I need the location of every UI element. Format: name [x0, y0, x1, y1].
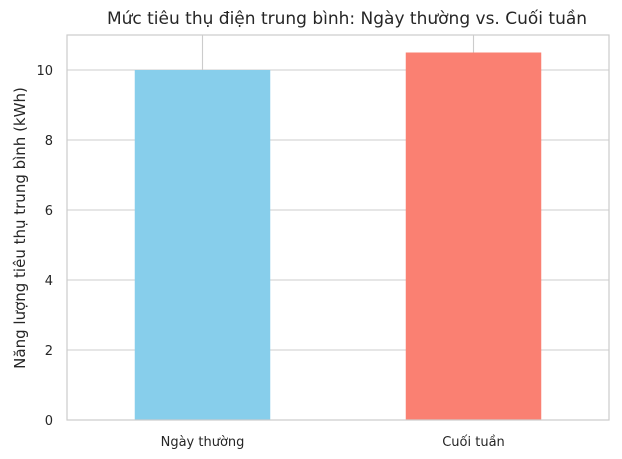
y-tick-label: 4 — [45, 274, 53, 289]
y-tick-label: 8 — [45, 134, 53, 149]
chart-title: Mức tiêu thụ điện trung bình: Ngày thườn… — [107, 8, 587, 29]
bar — [405, 52, 542, 420]
x-tick-label: Cuối tuần — [442, 435, 505, 450]
x-tick-label: Ngày thường — [161, 435, 245, 450]
x-tick-labels: Ngày thường Cuối tuần — [161, 435, 505, 450]
y-tick-label: 10 — [36, 64, 53, 79]
bar — [134, 70, 271, 420]
y-tick-label: 0 — [45, 414, 53, 429]
y-tick-labels: 0 2 4 6 8 10 — [36, 64, 53, 429]
y-tick-label: 2 — [45, 344, 53, 359]
bars — [134, 52, 542, 420]
y-tick-label: 6 — [45, 204, 53, 219]
y-axis-label: Năng lượng tiêu thụ trung bình (kWh) — [11, 87, 29, 369]
plot-frame — [66, 34, 610, 421]
